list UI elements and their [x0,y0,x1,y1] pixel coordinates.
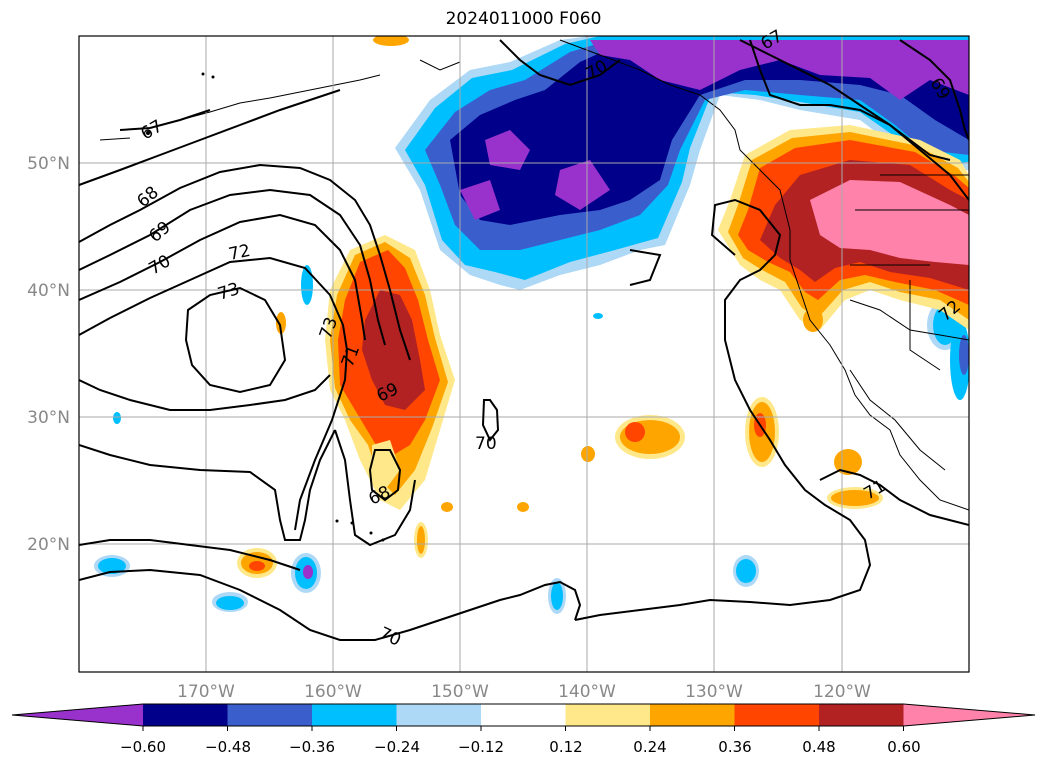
contour-label: 70 [475,434,497,454]
colorbar-tick-label: 0.60 [887,738,920,756]
lon-label: 160°W [304,682,362,702]
lat-label: 40°N [27,281,70,301]
colorbar-swatch [565,704,651,726]
colorbar-swatch [396,704,482,726]
colorbar-tick-label: 0.24 [633,738,666,756]
colorbar-swatch [819,704,904,726]
map-title: 2024011000 F060 [445,9,602,29]
colorbar-swatch [312,704,397,726]
colorbar-tick-label: −0.36 [289,738,335,756]
height-contours [79,39,969,641]
colorbar-extend-max [903,704,1035,726]
small-islands [146,72,385,542]
latitude-labels: 50°N 40°N 30°N 20°N [27,154,70,555]
lat-label: 30°N [27,408,70,428]
lon-label: 130°W [685,682,743,702]
colorbar-extend-min [12,704,143,726]
colorbar-swatch [650,704,735,726]
lat-label: 50°N [27,154,70,174]
lon-label: 150°W [431,682,489,702]
colorbar [11,703,1036,731]
colorbar-swatch [143,704,228,726]
colorbar-tick-label: 0.12 [549,738,582,756]
colorbar-tick-label: −0.60 [120,738,166,756]
colorbar-swatch [481,704,566,726]
contour-label: 72 [227,241,252,265]
lon-label: 120°W [813,682,871,702]
colorbar-swatch [734,704,820,726]
map-frame [78,35,970,673]
colorbar-swatch [227,704,313,726]
colorbar-tick-label: −0.12 [458,738,504,756]
colorbar-tick-labels: −0.60 −0.48 −0.36 −0.24 −0.12 0.12 0.24 … [120,738,921,756]
colorbar-tick-label: −0.24 [374,738,420,756]
negative-anomaly-shading [94,36,969,614]
lon-label: 140°W [558,682,616,702]
colorbar-tick-label: 0.36 [718,738,751,756]
map-panel [79,36,969,672]
colorbar-tick-label: −0.48 [205,738,251,756]
longitude-labels: 170°W 160°W 150°W 140°W 130°W 120°W [177,682,871,702]
coastlines [99,39,969,511]
colorbar-tick-label: 0.48 [802,738,835,756]
lat-label: 20°N [27,535,70,555]
lon-label: 170°W [177,682,235,702]
